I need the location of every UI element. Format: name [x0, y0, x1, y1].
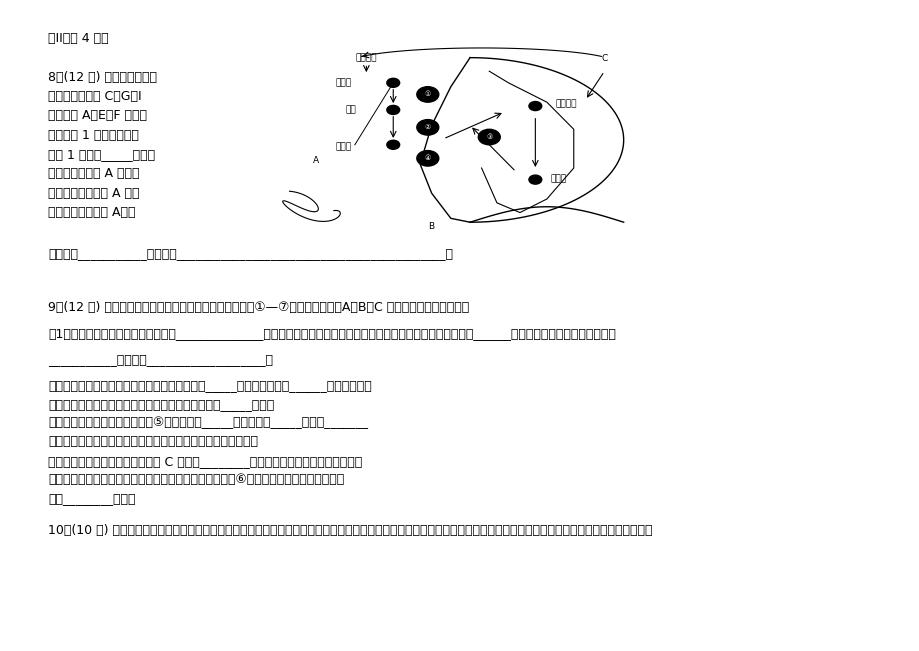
- Text: ⑴图 1 中共有_____食物链: ⑴图 1 中共有_____食物链: [49, 148, 155, 161]
- Text: 物，右图 1 为该自猎树林: 物，右图 1 为该自猎树林: [49, 129, 139, 142]
- Text: 分泌量将增加，共同作用于靶器官，使血糖含量维持相对稳定。: 分泌量将增加，共同作用于靶器官，使血糖含量维持相对稳定。: [49, 436, 258, 449]
- Circle shape: [528, 175, 541, 184]
- Text: 下丘脑: 下丘脑: [335, 78, 351, 87]
- Circle shape: [386, 78, 399, 87]
- Text: ___________，促使其___________________。: ___________，促使其___________________。: [49, 353, 273, 366]
- Circle shape: [386, 105, 399, 115]
- Circle shape: [528, 102, 541, 111]
- Text: 第II卷共 4 题。: 第II卷共 4 题。: [49, 32, 109, 45]
- Circle shape: [416, 120, 438, 135]
- Circle shape: [386, 140, 399, 149]
- Text: 大脑皮层: 大脑皮层: [356, 54, 377, 62]
- Circle shape: [416, 150, 438, 166]
- Text: ⑵如要调查物种 A 的种群: ⑵如要调查物种 A 的种群: [49, 167, 140, 180]
- Text: 甲状腺: 甲状腺: [335, 142, 351, 151]
- Text: ③: ③: [485, 134, 492, 140]
- Text: 的数量将___________，原因是___________________________________________。: 的数量将___________，原因是_____________________…: [49, 247, 453, 260]
- Text: 肾上腺: 肾上腺: [550, 174, 566, 184]
- Text: 9．(12 分) 右图表示人体内环境稳态调节的模式图，其中①—⑦表示相关激素，A、B、C 表示相关结构，请回答：: 9．(12 分) 右图表示人体内环境稳态调节的模式图，其中①—⑦表示相关激素，A…: [49, 301, 470, 314]
- Text: 8．(12 分) 在某人工口蹄疫: 8．(12 分) 在某人工口蹄疫: [49, 70, 157, 83]
- Text: 胰岛细胞: 胰岛细胞: [555, 99, 576, 108]
- Text: 期较长时间内物种 A 的惠: 期较长时间内物种 A 的惠: [49, 187, 140, 200]
- Text: 垂体: 垂体: [346, 105, 356, 114]
- Text: A: A: [313, 156, 319, 165]
- Text: 动受________调节。: 动受________调节。: [49, 492, 136, 505]
- Text: ⑵地方性甲状腺肿患者体内，含量减少的激素是_____，增多的激素是______（填标号）。: ⑵地方性甲状腺肿患者体内，含量减少的激素是_____，增多的激素是______（…: [49, 379, 372, 392]
- Text: C: C: [601, 54, 607, 62]
- Text: ⑶若除去全部物种 A，一: ⑶若除去全部物种 A，一: [49, 206, 136, 219]
- Text: ⑷大脑皮层感知寒冷信号后，通过 C 途径以________方式快速传递至肾上腺，促进肾上: ⑷大脑皮层感知寒冷信号后，通过 C 途径以________方式快速传递至肾上腺，…: [49, 454, 362, 467]
- Text: ②: ②: [425, 124, 430, 130]
- Text: 腺素的合成与分泌，同时肾上腺素的合成与分泌还受激素⑥的调节，这说明人体的生命活: 腺素的合成与分泌，同时肾上腺素的合成与分泌还受激素⑥的调节，这说明人体的生命活: [49, 473, 345, 486]
- Text: 10．(10 分) 紫杉醇是从红豆杉属植物中提取的最有效的抗癌制剂之一，目前生产紫杉醇的主要原料是天然生长的红豆杉树皮，而大量剥取树皮会造成树木的死亡和资源的破: 10．(10 分) 紫杉醇是从红豆杉属植物中提取的最有效的抗癌制剂之一，目前生产…: [49, 523, 652, 536]
- Text: ⑶当机体处于饥饿状态时，激素⑤的分泌量将_____，与之有着_____关系的_______: ⑶当机体处于饥饿状态时，激素⑤的分泌量将_____，与之有着_____关系的__…: [49, 417, 369, 430]
- Text: 这些激素分泌量的变化，说明机体内激素分泌存在着_____机制。: 这些激素分泌量的变化，说明机体内激素分泌存在着_____机制。: [49, 398, 275, 411]
- Circle shape: [478, 130, 500, 145]
- Text: 其中菌类与物种 C、G、I: 其中菌类与物种 C、G、I: [49, 90, 142, 103]
- Text: ④: ④: [425, 156, 430, 161]
- Text: ①: ①: [425, 91, 430, 98]
- Text: （1）当所吃食物过咸时，会导致人体______________，进而刺激下丘脑兴奋引发一系列生理反应，释放增多的激素是______（填标号），该激素作用靶器官: （1）当所吃食物过咸时，会导致人体______________，进而刺激下丘脑兴…: [49, 327, 616, 340]
- Circle shape: [416, 87, 438, 102]
- Text: B: B: [428, 221, 435, 230]
- Text: 面，物种 A、E、F 则是自: 面，物种 A、E、F 则是自: [49, 109, 147, 122]
